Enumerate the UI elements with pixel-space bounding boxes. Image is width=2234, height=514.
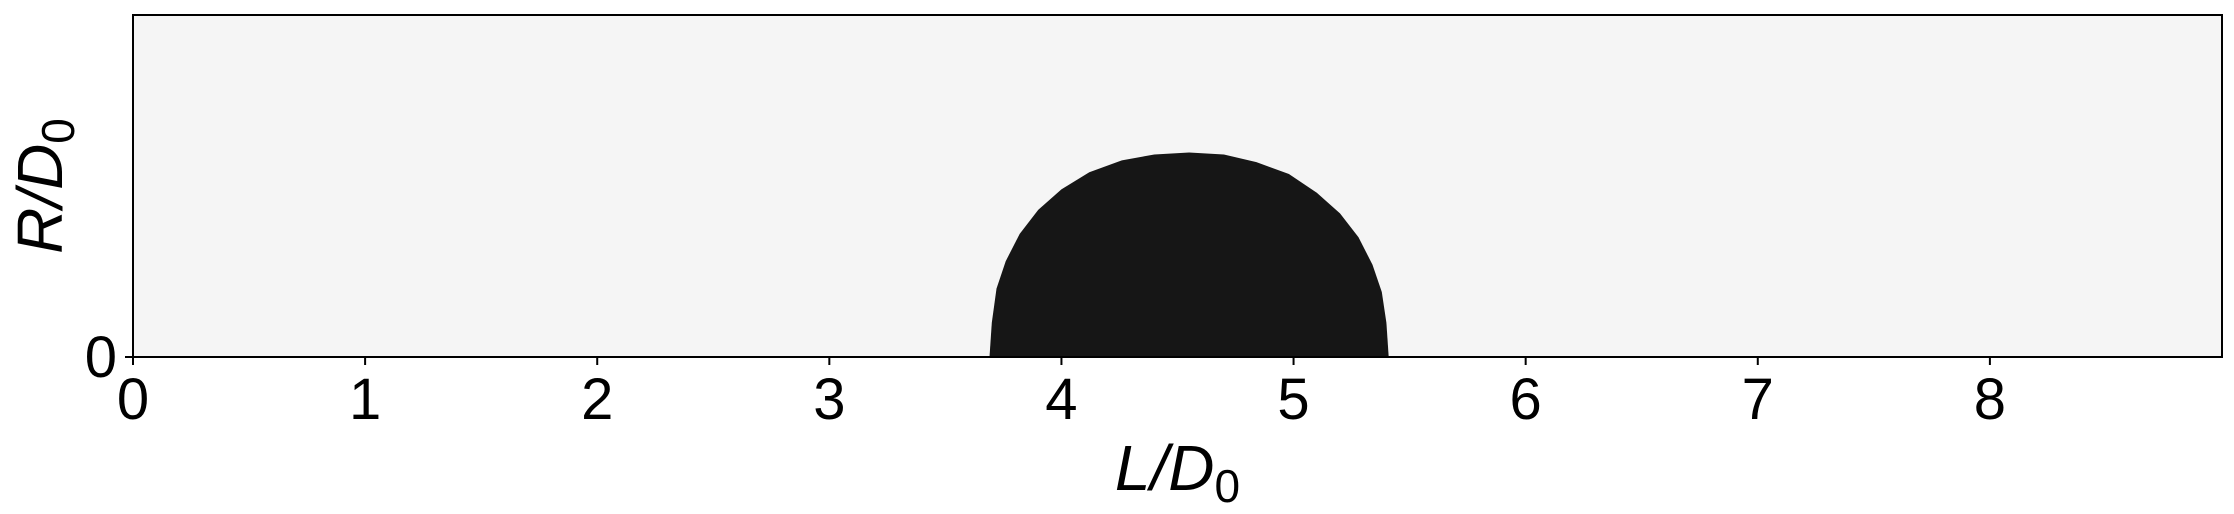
y-axis-label-subscript: 0: [32, 118, 84, 144]
x-tick-label: 0: [117, 367, 149, 432]
y-axis-label-main: R/D: [4, 144, 76, 254]
x-axis-label: L/D0: [1115, 432, 1240, 512]
x-tick-label: 7: [1742, 367, 1774, 432]
x-tick-label: 8: [1974, 367, 2006, 432]
x-tick-label: 5: [1277, 367, 1309, 432]
x-tick-label: 6: [1510, 367, 1542, 432]
x-tick-label: 1: [349, 367, 381, 432]
x-axis-label-subscript: 0: [1215, 460, 1241, 512]
x-tick-label: 2: [581, 367, 613, 432]
x-axis: 0 1 2 3 4 5 6 7 8: [117, 357, 2006, 432]
x-axis-label-main: L/D: [1115, 432, 1215, 504]
x-tick-label: 4: [1045, 367, 1077, 432]
y-axis: 0: [85, 325, 133, 390]
droplet-region: [989, 152, 1389, 357]
x-tick-label: 3: [813, 367, 845, 432]
plot-frame: [132, 14, 2223, 358]
y-tick-label: 0: [85, 325, 117, 390]
y-axis-label: R/D0: [4, 118, 84, 254]
